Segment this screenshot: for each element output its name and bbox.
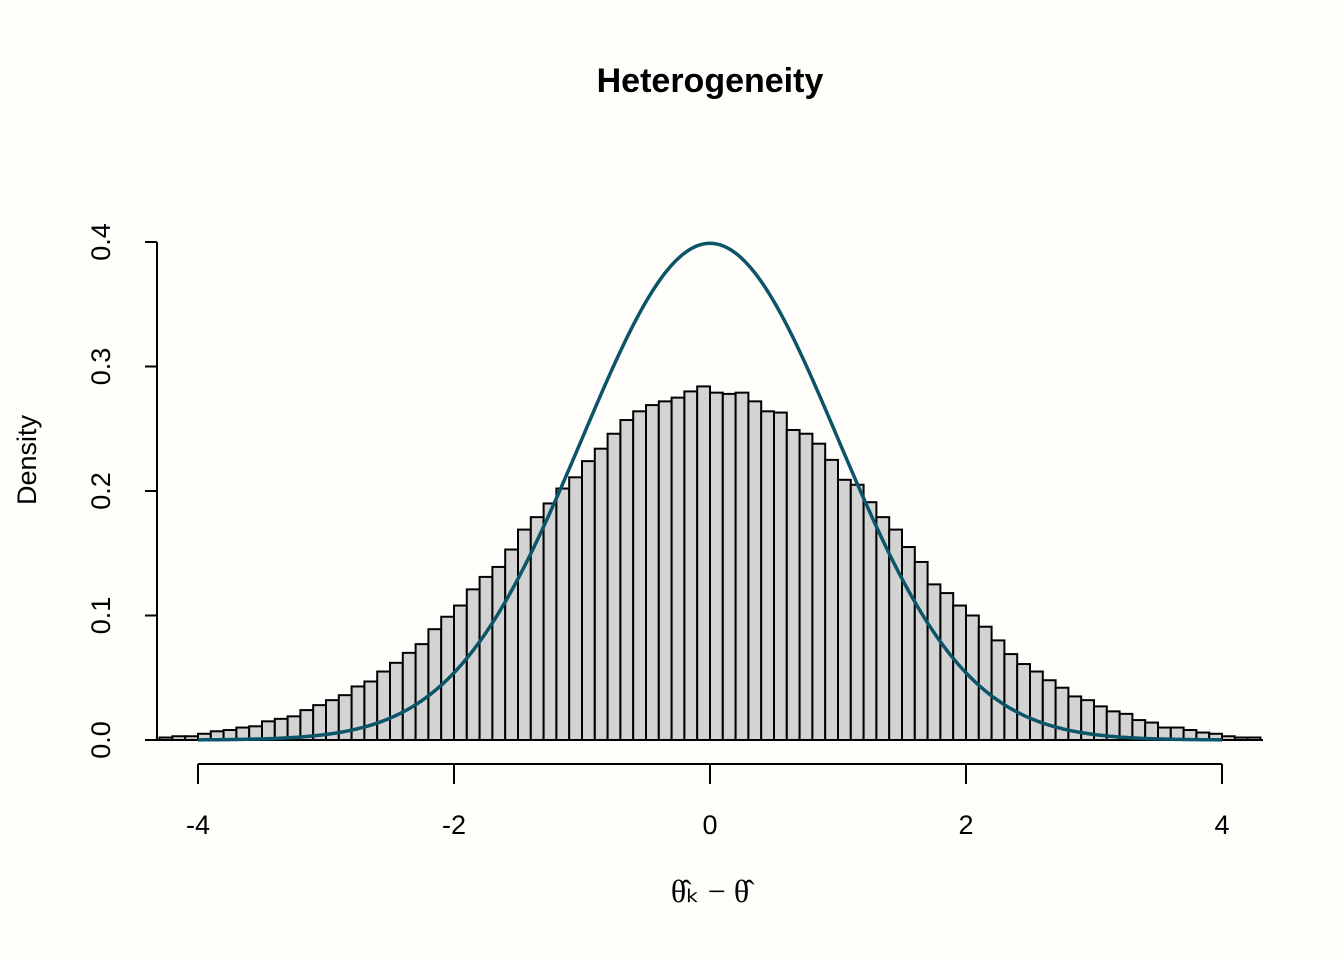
histogram-bar [581, 460, 596, 741]
x-axis: -4 -2 0 2 4 [186, 763, 1230, 840]
histogram-bar [696, 385, 712, 741]
histogram-bar [824, 458, 840, 741]
histogram-bar [977, 625, 993, 742]
x-tick-label: 0 [702, 810, 717, 840]
histogram-bar [1041, 679, 1057, 741]
histogram-bar [401, 651, 417, 741]
histogram-bar [849, 483, 865, 741]
histogram-bar [606, 432, 622, 741]
histogram-bar [913, 560, 929, 742]
histogram-bar [862, 501, 878, 741]
y-tick-label: 0.4 [86, 223, 116, 261]
histogram-bar [414, 643, 430, 742]
histogram-bar [555, 487, 571, 742]
histogram-bar [376, 670, 392, 742]
y-axis-label: Density [12, 414, 42, 505]
histogram-bar [504, 548, 520, 742]
x-tick-label: 4 [1214, 810, 1229, 840]
histogram-bar [1054, 686, 1070, 742]
histogram-bar [657, 400, 673, 741]
histogram-bar [645, 404, 660, 741]
histogram-bar [465, 588, 481, 741]
histogram-bar [670, 396, 686, 741]
y-tick-label: 0.2 [86, 472, 116, 510]
histogram-bar [1029, 670, 1044, 742]
histogram-bar [632, 410, 648, 741]
histogram-bar [798, 432, 814, 741]
histogram-bar [837, 478, 852, 741]
histogram-bar [593, 447, 609, 741]
histogram-bar [619, 419, 635, 741]
histogram-bar [542, 502, 558, 742]
histogram-bar [785, 428, 801, 741]
histogram-bar [939, 592, 955, 742]
y-tick-label: 0.3 [86, 348, 116, 386]
histogram-bar [773, 411, 788, 741]
y-tick-label: 0.1 [86, 597, 116, 635]
y-tick-label: 0.0 [86, 721, 116, 759]
histogram-bar [734, 391, 750, 741]
histogram-bar [709, 391, 724, 741]
histogram-bar [760, 410, 776, 741]
histogram-bar [1016, 663, 1032, 741]
chart-title: Heterogeneity [597, 62, 824, 100]
histogram-bar [721, 392, 737, 741]
histogram-bar [1003, 653, 1019, 741]
histogram-bar [811, 442, 827, 741]
histogram-bar [926, 583, 942, 741]
normal-density-curve [197, 241, 1223, 742]
histogram-bar [990, 639, 1006, 742]
histogram-bar [478, 575, 494, 742]
x-tick-label: -2 [442, 810, 466, 840]
histogram-bar [683, 390, 699, 741]
histogram-bar [350, 685, 366, 742]
histogram-bar [363, 680, 379, 741]
histogram-bars [158, 385, 1262, 742]
y-axis: 0.0 0.1 0.2 0.3 0.4 [86, 223, 158, 759]
histogram-bar [389, 661, 404, 741]
histogram-bar [747, 400, 763, 741]
histogram-bar [427, 628, 443, 742]
x-tick-label: -4 [186, 810, 210, 840]
histogram-bar [491, 565, 507, 741]
histogram-bar [568, 476, 584, 741]
histogram-bar [901, 546, 916, 742]
x-tick-label: 2 [958, 810, 973, 840]
x-axis-label: θ̂ₖ − θ̂ [671, 873, 755, 909]
